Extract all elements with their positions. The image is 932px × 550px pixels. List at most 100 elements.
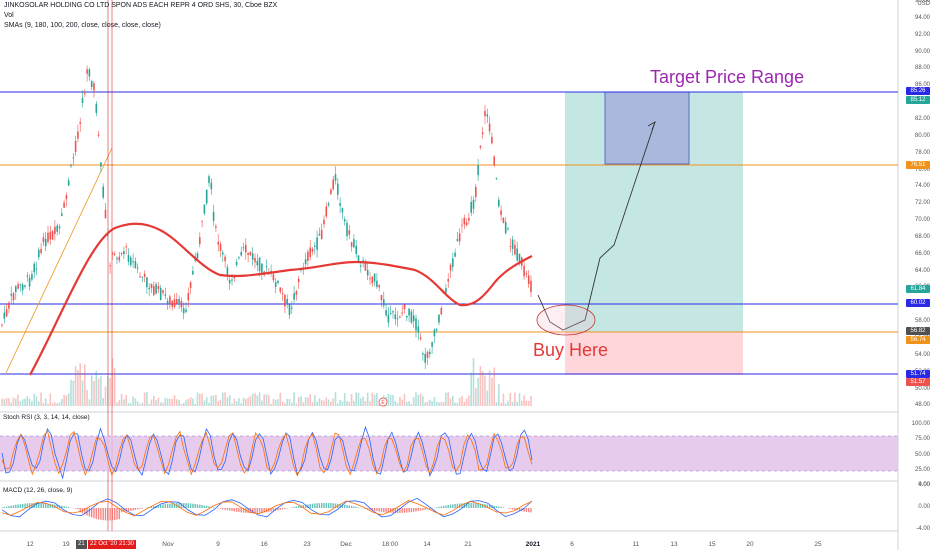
volume-bar: [316, 401, 318, 406]
candle-body: [77, 131, 79, 139]
sma-indicator-label[interactable]: SMAs (9, 180, 100, 200, close, close, cl…: [4, 22, 161, 29]
volume-indicator-label[interactable]: Vol: [4, 12, 14, 19]
macd-histogram-bar: [314, 503, 316, 508]
stoch-tick: 0.00: [918, 482, 930, 489]
candle-body: [155, 283, 157, 294]
volume-bar: [150, 399, 153, 406]
volume-bar: [100, 376, 102, 406]
target-price-box[interactable]: [604, 91, 690, 165]
candle-body: [456, 239, 459, 241]
candle-body: [314, 245, 316, 247]
candle-body: [192, 270, 194, 275]
volume-bar: [201, 393, 203, 406]
macd-histogram-bar: [150, 506, 153, 508]
candle-body: [468, 217, 470, 221]
time-tick: 16: [260, 541, 268, 548]
volume-bar: [438, 402, 440, 406]
trend-line[interactable]: [4, 147, 113, 376]
volume-bar: [470, 372, 472, 406]
macd-histogram-bar: [208, 506, 210, 508]
macd-histogram-bar: [127, 508, 130, 512]
loss-zone[interactable]: [565, 332, 743, 375]
macd-histogram-bar: [201, 505, 203, 508]
volume-bar: [104, 386, 107, 406]
macd-histogram-bar: [35, 503, 38, 508]
candle-body: [148, 287, 150, 290]
macd-histogram-bar: [137, 508, 139, 510]
volume-bar: [17, 394, 19, 406]
candle-body: [281, 293, 284, 295]
macd-histogram-bar: [454, 503, 456, 508]
candle-body: [426, 352, 429, 358]
candle-body: [380, 295, 383, 301]
macd-histogram-bar: [353, 506, 355, 508]
volume-bar: [40, 392, 42, 406]
macd-signal-line: [1, 500, 533, 517]
candle-body: [31, 274, 33, 280]
candle-body: [125, 246, 127, 248]
candle-body: [38, 249, 40, 258]
candle-body: [65, 195, 68, 200]
candle-body: [21, 284, 24, 291]
candle-body: [222, 252, 224, 255]
candle-body: [530, 280, 532, 293]
candle-body: [323, 219, 325, 225]
volume-bar: [518, 393, 521, 406]
stoch-tick: 100.00: [911, 421, 930, 427]
candle-body: [63, 202, 65, 208]
volume-bar: [472, 357, 475, 406]
volume-bar: [86, 389, 88, 406]
candle-body: [261, 263, 263, 274]
candle-body: [461, 224, 463, 226]
volume-bar: [362, 396, 364, 406]
macd-histogram-bar: [47, 503, 49, 508]
candle-body: [249, 251, 252, 256]
buy-zone-ellipse[interactable]: [536, 304, 596, 336]
candle-body: [107, 234, 109, 236]
candle-body: [215, 226, 217, 228]
macd-histogram-bar: [178, 503, 180, 508]
volume-bar: [270, 403, 272, 406]
volume-bar: [277, 399, 279, 406]
time-tick: 11: [632, 541, 640, 548]
candlestick-series[interactable]: [1, 65, 532, 369]
volume-bar: [461, 396, 463, 406]
price-tick: 92.00: [914, 31, 930, 38]
candle-body: [113, 253, 116, 255]
candle-body: [272, 274, 275, 281]
sma-line[interactable]: [29, 222, 533, 376]
candle-body: [491, 136, 493, 144]
volume-bar: [102, 398, 104, 406]
candle-body: [410, 311, 413, 323]
candle-body: [419, 337, 422, 339]
projection-arrowhead: [647, 120, 656, 131]
macd-histogram-bar: [235, 508, 238, 512]
macd-histogram-bar: [104, 508, 107, 521]
candle-body: [309, 247, 311, 257]
price-tick: 66.00: [914, 250, 930, 257]
volume-bar: [67, 393, 70, 406]
macd-label[interactable]: MACD (12, 26, close, 9): [3, 487, 73, 494]
macd-histogram-bar: [284, 508, 286, 509]
macd-histogram-bar: [153, 506, 155, 508]
candle-body: [100, 162, 102, 167]
macd-histogram-bar: [102, 508, 104, 521]
macd-histogram-bar: [116, 508, 118, 520]
macd-histogram-bar: [125, 508, 127, 512]
earnings-event-marker[interactable]: [378, 397, 388, 407]
candle-body: [251, 253, 254, 260]
macd-histogram-bar: [468, 503, 470, 508]
macd-histogram-bar: [5, 506, 8, 508]
volume-bar: [182, 402, 185, 406]
candle-body: [472, 199, 475, 209]
macd-histogram-bar: [449, 504, 452, 508]
volume-bar: [65, 395, 68, 406]
macd-histogram-bar: [42, 503, 45, 508]
candle-body: [277, 280, 279, 284]
volume-bar: [263, 394, 265, 406]
projection-path[interactable]: [537, 121, 656, 331]
macd-histogram-bar: [380, 508, 383, 512]
stoch-rsi-label[interactable]: Stoch RSI (3, 3, 14, 14, close): [3, 414, 90, 421]
